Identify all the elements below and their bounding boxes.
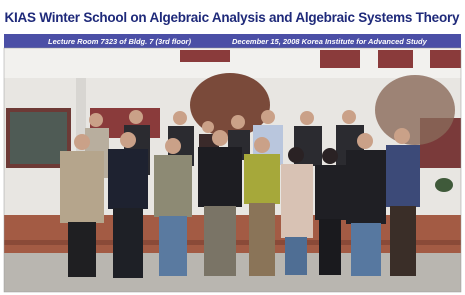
person-legs — [68, 222, 96, 277]
banner-location: Lecture Room 7323 of Bldg. 7 (3rd floor) — [48, 37, 191, 46]
person-legs — [390, 206, 416, 276]
head — [231, 115, 245, 129]
head — [173, 111, 187, 125]
head — [202, 121, 214, 133]
head — [357, 133, 373, 149]
window — [180, 50, 230, 62]
person-coat — [281, 164, 313, 238]
person-coat — [60, 151, 104, 223]
person-sweater — [386, 145, 420, 207]
person-coat — [108, 149, 148, 209]
head — [261, 110, 275, 124]
person-legs — [285, 237, 307, 275]
person-legs — [319, 219, 341, 275]
page-body: KIAS Winter School on Algebraic Analysis… — [0, 0, 465, 295]
banner-title: KIAS Winter School on Algebraic Analysis… — [5, 10, 460, 25]
head — [165, 138, 181, 154]
head — [394, 128, 410, 144]
head — [342, 110, 356, 124]
window — [320, 50, 360, 68]
window — [378, 50, 413, 68]
person-coat — [346, 150, 386, 224]
head — [120, 132, 136, 148]
person-legs — [204, 206, 236, 276]
head — [288, 147, 304, 163]
head — [322, 148, 338, 164]
window-glass — [10, 112, 67, 164]
tree — [375, 75, 455, 145]
person-legs — [113, 208, 143, 278]
person-legs — [159, 216, 187, 276]
head — [129, 110, 143, 124]
person-legs — [351, 223, 381, 276]
person-coat — [198, 147, 242, 207]
shrub — [435, 178, 453, 192]
person-coat — [154, 155, 192, 217]
page: {"banner": {"title": "KIAS Winter School… — [0, 0, 465, 295]
banner-date: December 15, 2008 Korea Institute for Ad… — [232, 37, 428, 46]
person-coat — [315, 165, 347, 220]
head — [212, 130, 228, 146]
head — [300, 111, 314, 125]
person-legs — [249, 203, 275, 276]
photo — [4, 48, 461, 292]
photo-card: KIAS Winter School on Algebraic Analysis… — [0, 0, 465, 295]
head — [89, 113, 103, 127]
head — [254, 137, 270, 153]
head — [74, 134, 90, 150]
person-sweater — [244, 154, 280, 204]
window — [430, 50, 461, 68]
